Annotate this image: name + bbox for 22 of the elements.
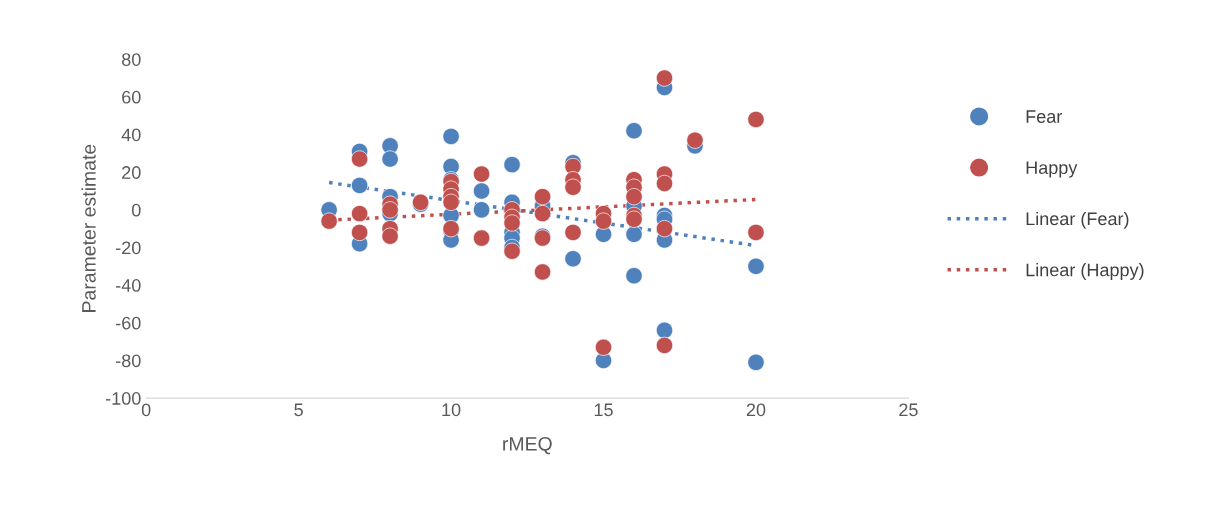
legend-label: Happy bbox=[1026, 161, 1078, 178]
y-tick-label: -40 bbox=[116, 279, 141, 292]
y-axis-title: Parameter estimate bbox=[81, 144, 96, 312]
x-tick-label: 15 bbox=[594, 403, 613, 417]
y-tick-label: 60 bbox=[122, 90, 141, 104]
y-tick-label: 40 bbox=[121, 128, 141, 142]
legend-label: Fear bbox=[1026, 110, 1062, 123]
x-tick-label: 10 bbox=[442, 403, 461, 417]
y-tick-label: -100 bbox=[105, 392, 141, 405]
legend-label: Linear (Fear) bbox=[1026, 211, 1129, 229]
x-axis-title: rMEQ bbox=[503, 436, 552, 455]
x-tick-label: 0 bbox=[141, 403, 151, 417]
x-tick-label: 25 bbox=[899, 403, 918, 417]
legend-label: Linear (Happy) bbox=[1026, 263, 1144, 280]
x-tick-label: 20 bbox=[746, 403, 766, 417]
y-tick-label: 20 bbox=[122, 166, 141, 179]
y-tick-label: -60 bbox=[116, 316, 141, 330]
y-tick-label: 0 bbox=[131, 203, 141, 217]
y-tick-label: -20 bbox=[116, 241, 141, 255]
x-tick-label: 5 bbox=[294, 403, 303, 417]
y-tick-label: -80 bbox=[116, 354, 141, 368]
y-tick-label: 80 bbox=[122, 53, 141, 66]
